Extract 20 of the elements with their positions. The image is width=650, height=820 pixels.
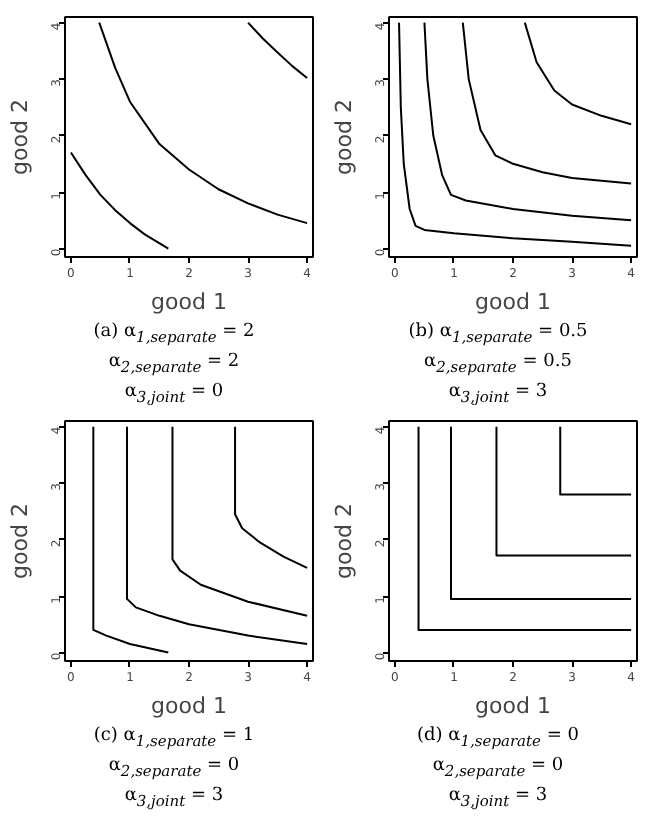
text: (c) α$_{1,separate}$ = 1 (93, 726, 255, 750)
text: α$_{2,separate}$ = 2 (108, 351, 240, 376)
text: α$_{3,joint}$ = 3 (124, 785, 224, 809)
text: (d) α$_{1,separate}$ = 0 (417, 726, 579, 750)
text: α$_{2,separate}$ = 0 (432, 755, 564, 780)
text: α$_{3,joint}$ = 0 (124, 381, 224, 405)
text: (b) α$_{1,separate}$ = 0.5 (408, 322, 588, 346)
y-axis-title: good 2 (331, 99, 357, 175)
x-axis-title: good 1 (475, 289, 551, 315)
text: α$_{3,joint}$ = 3 (448, 785, 548, 809)
text: α$_{2,separate}$ = 0 (108, 755, 240, 780)
x-axis-title: good 1 (475, 693, 551, 719)
text: α$_{2,separate}$ = 0.5 (424, 351, 572, 376)
text: (a) α$_{1,separate}$ = 2 (93, 322, 255, 346)
y-axis-title: good 2 (331, 503, 357, 579)
x-axis-title: good 1 (151, 693, 227, 719)
x-axis-title: good 1 (151, 289, 227, 315)
y-axis-title: good 2 (7, 503, 33, 579)
text: α$_{3,joint}$ = 3 (448, 381, 548, 405)
y-axis-title: good 2 (7, 99, 33, 175)
